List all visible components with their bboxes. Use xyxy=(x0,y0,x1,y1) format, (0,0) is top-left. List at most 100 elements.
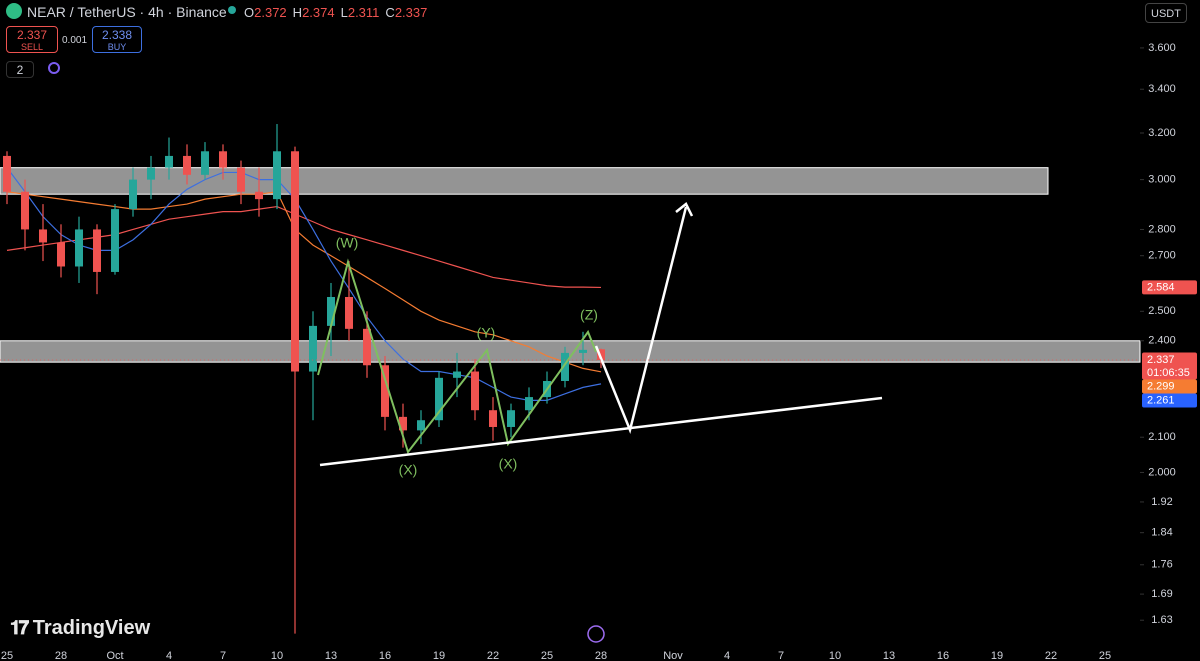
sell-price: 2.337 xyxy=(16,28,48,42)
candle-body xyxy=(255,191,263,200)
ohlc-key: L xyxy=(340,5,348,20)
x-tick-label: 19 xyxy=(991,650,1003,661)
trend-line xyxy=(319,396,883,467)
status-dot xyxy=(228,6,236,14)
candle-body xyxy=(183,155,191,175)
candle-body xyxy=(525,397,533,411)
candle-body xyxy=(75,229,83,267)
wave-label: (X) xyxy=(499,456,518,472)
ohlc-key: O xyxy=(244,5,255,20)
indicators-count: 2 xyxy=(16,63,24,77)
candle-body xyxy=(273,151,281,200)
ohlc-value: 2.337 xyxy=(394,5,428,20)
y-tick-label: 2.700 xyxy=(1148,250,1176,262)
wave-label: (X) xyxy=(399,462,418,478)
logo: 𝟏𝟕 TradingView xyxy=(10,617,150,640)
candle-body xyxy=(435,377,443,421)
y-tick-label: 1.76 xyxy=(1151,559,1172,571)
candle-body xyxy=(201,151,209,175)
candle-body xyxy=(129,179,137,210)
price-label-bg xyxy=(1142,280,1197,295)
y-tick-label: 1.69 xyxy=(1151,588,1172,600)
x-tick-label: Oct xyxy=(106,650,123,661)
candle-body xyxy=(111,209,119,272)
candle-body xyxy=(597,349,605,360)
ohlc-key: C xyxy=(385,5,395,20)
price-label-bg xyxy=(1142,393,1197,408)
y-tick-label: 1.63 xyxy=(1151,614,1172,626)
candle-body xyxy=(363,328,371,366)
wave-label: (W) xyxy=(336,235,359,251)
arrow-head xyxy=(675,202,694,217)
candle-body xyxy=(39,229,47,243)
sell-label: SELL xyxy=(20,42,44,52)
candle-body xyxy=(147,167,155,180)
wave-line xyxy=(317,258,597,455)
price-label-bg xyxy=(1142,352,1197,380)
candle-body xyxy=(381,365,389,417)
moving-average xyxy=(6,205,602,289)
y-tick-label: 2.100 xyxy=(1148,431,1176,443)
candle-body xyxy=(471,371,479,411)
y-tick-label: 2.800 xyxy=(1148,223,1176,235)
ohlc-key: H xyxy=(292,5,303,20)
x-tick-label: 13 xyxy=(325,650,337,661)
x-tick-label: 22 xyxy=(1045,650,1057,661)
sync-icon[interactable] xyxy=(48,62,60,74)
y-tick-label: 2.400 xyxy=(1148,335,1176,347)
y-tick-label: 1.92 xyxy=(1151,496,1172,508)
x-tick-label: 4 xyxy=(166,650,172,661)
price-label: 2.337 xyxy=(1147,354,1175,366)
logo-glyph: 𝟏𝟕 xyxy=(10,618,29,639)
projection xyxy=(594,206,688,435)
price-label: 2.584 xyxy=(1147,281,1175,293)
candle-body xyxy=(291,151,299,372)
candle-body xyxy=(21,191,29,230)
candle-body xyxy=(579,349,587,353)
ohlc-value: 2.374 xyxy=(302,5,335,20)
candle-body xyxy=(93,229,101,272)
candle-body xyxy=(507,410,515,427)
currency-button[interactable]: USDT xyxy=(1145,3,1187,23)
candle-body xyxy=(309,325,317,372)
x-tick-label: Nov xyxy=(663,650,683,661)
ohlc-value: 2.372 xyxy=(254,5,287,20)
countdown: 01:06:35 xyxy=(1147,367,1190,379)
ohlc-value: 2.311 xyxy=(347,5,380,20)
currency: USDT xyxy=(1151,8,1181,20)
candle-body xyxy=(453,371,461,378)
plot-area xyxy=(0,124,1141,634)
x-tick-label: 4 xyxy=(724,650,730,661)
buy-price: 2.338 xyxy=(101,28,133,42)
candle-body xyxy=(417,420,425,431)
x-tick-label: 13 xyxy=(883,650,895,661)
moving-average xyxy=(6,167,602,401)
moving-average xyxy=(6,191,602,373)
candle-body xyxy=(165,155,173,168)
x-tick-label: 10 xyxy=(829,650,841,661)
price-label: 2.299 xyxy=(1147,380,1175,392)
x-tick-label: 22 xyxy=(487,650,499,661)
y-tick-label: 2.500 xyxy=(1148,305,1176,317)
candle-body xyxy=(219,151,227,168)
candle-body xyxy=(237,167,245,192)
x-tick-label: 7 xyxy=(220,650,226,661)
x-tick-label: 10 xyxy=(271,650,283,661)
x-tick-label: 19 xyxy=(433,650,445,661)
spread: 0.001 xyxy=(62,35,88,46)
buy-button[interactable]: 2.338 BUY xyxy=(92,26,142,53)
indicators-toggle[interactable]: 2 xyxy=(6,61,34,78)
x-tick-label: 7 xyxy=(778,650,784,661)
y-tick-label: 3.200 xyxy=(1148,127,1176,139)
y-tick-label: 3.600 xyxy=(1148,42,1176,54)
symbol-icon xyxy=(6,3,22,19)
x-tick-label: 25 xyxy=(1099,650,1111,661)
x-tick-label: 28 xyxy=(595,650,607,661)
zone xyxy=(0,167,1049,195)
y-tick-label: 2.000 xyxy=(1148,466,1176,478)
wave-label: (Z) xyxy=(580,307,598,323)
sell-button[interactable]: 2.337 SELL xyxy=(6,26,58,53)
ohlc: O2.372 H2.374 L2.311 C2.337 xyxy=(244,5,427,20)
